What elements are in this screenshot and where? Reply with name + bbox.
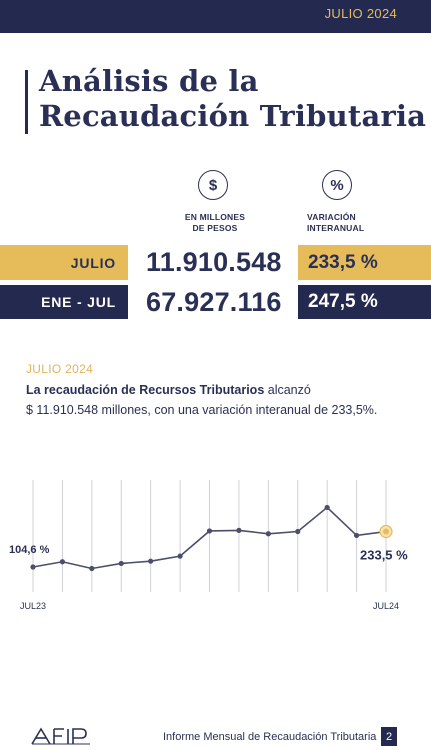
dollar-icon: $ — [198, 170, 228, 200]
variation-column-label-line-2: INTERANUAL — [307, 223, 365, 233]
data-point — [118, 560, 124, 567]
x-tick-label: JUL23 — [20, 601, 46, 611]
data-point — [59, 559, 66, 565]
row-label-julio: JULIO — [0, 245, 128, 280]
row-pct-julio: 233,5 % — [298, 245, 431, 280]
data-label: 104,6 % — [9, 544, 50, 556]
data-point — [324, 504, 330, 511]
row-value-julio: 11.910.548 — [146, 247, 282, 277]
summary-date: JULIO 2024 — [26, 362, 94, 376]
page-number: 2 — [381, 727, 397, 746]
data-point — [177, 553, 183, 559]
data-point — [295, 528, 301, 535]
summary-rest: alcanzó — [264, 383, 311, 397]
amount-column-label-line-2: DE PESOS — [192, 223, 238, 233]
data-label: 233,5 % — [360, 548, 408, 563]
title-accent-rule — [25, 70, 28, 134]
data-point — [30, 564, 36, 570]
afip-logo — [31, 727, 90, 745]
x-tick-label: JUL24 — [373, 601, 399, 611]
revenue-line-chart: 104,6 % 233,5 % JUL23 JUL24 — [9, 480, 408, 611]
variation-column-label-line-1: VARIACIÓN — [307, 212, 356, 222]
summary-text: La recaudación de Recursos Tributarios a… — [26, 380, 416, 420]
data-point-highlight — [383, 528, 389, 535]
data-point — [148, 558, 154, 564]
data-point — [89, 565, 95, 572]
row-label-ene-jul: ENE - JUL — [0, 285, 128, 319]
data-point — [353, 532, 360, 539]
summary-line-2: $ 11.910.548 millones, con una variación… — [26, 403, 378, 417]
row-pct-ene-jul: 247,5 % — [298, 285, 431, 319]
data-point — [206, 528, 213, 534]
header-bar: JULIO 2024 — [0, 0, 431, 33]
page-title-line-1: Análisis de la — [39, 64, 259, 98]
footer-report-title: Informe Mensual de Recaudación Tributari… — [163, 731, 377, 743]
percent-icon: % — [322, 170, 352, 200]
data-point — [265, 531, 271, 537]
summary-bold: La recaudación de Recursos Tributarios — [26, 383, 265, 397]
data-point — [236, 527, 242, 533]
page-title-line-2: Recaudación Tributaria — [39, 99, 427, 133]
variation-column-label: VARIACIÓN INTERANUAL — [307, 212, 377, 234]
page-title: Análisis de la Recaudación Tributaria — [39, 64, 426, 134]
amount-column-label-line-1: EN MILLONES — [184, 212, 246, 222]
row-value-ene-jul: 67.927.116 — [146, 287, 282, 317]
amount-column-label: EN MILLONES DE PESOS — [183, 212, 247, 234]
header-month: JULIO 2024 — [324, 6, 397, 21]
